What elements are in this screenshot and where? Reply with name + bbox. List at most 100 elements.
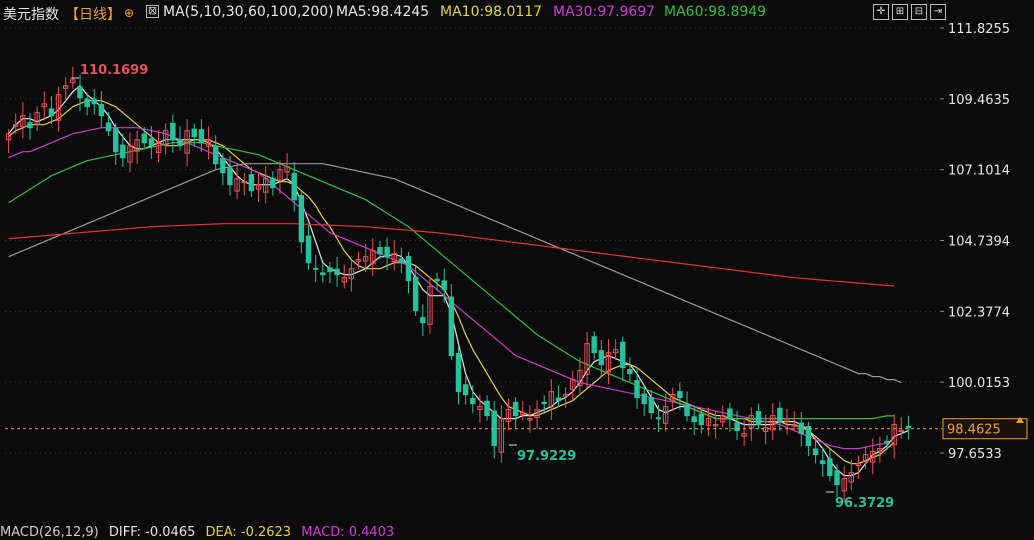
zoom-in-icon[interactable]: ⊞ — [892, 4, 908, 20]
y-axis: 111.8255 109.4635 107.1014 104.7394 102.3774… — [940, 22, 1010, 462]
crosshair-icon[interactable]: ✛ — [873, 4, 889, 20]
candle — [227, 155, 233, 196]
candle — [527, 405, 533, 433]
candle-body — [827, 458, 833, 477]
candle-body — [384, 246, 390, 258]
candle-body — [262, 178, 269, 193]
toolbar: ✛ ⊞ ⊟ ⇥ — [873, 4, 946, 20]
candle — [512, 397, 519, 429]
candle-body — [570, 379, 576, 390]
candle — [884, 435, 890, 451]
zoom-out-icon[interactable]: ⊟ — [911, 4, 927, 20]
candle — [112, 123, 119, 165]
candle-body — [55, 94, 62, 121]
candle — [220, 153, 226, 186]
candle-body — [670, 394, 676, 401]
indicator-settings-icon[interactable]: ⊠ — [146, 4, 159, 18]
add-indicator-icon[interactable]: ⊕ — [124, 6, 135, 20]
candle-body — [212, 145, 219, 165]
candle-body — [462, 384, 469, 396]
candle-body — [234, 178, 240, 192]
candle-body — [812, 448, 819, 456]
candle-body — [227, 167, 233, 186]
candle-body — [284, 166, 290, 173]
candle-body — [477, 406, 483, 410]
candle — [277, 160, 283, 194]
y-tick-label: 100.0153 — [948, 376, 1010, 391]
ma10-value: MA10:98.0117 — [440, 4, 543, 20]
candle — [162, 123, 169, 155]
candle — [334, 257, 340, 287]
candle — [20, 102, 26, 139]
candle — [27, 112, 33, 140]
candle — [184, 118, 190, 167]
candle — [477, 394, 483, 423]
candle — [562, 387, 569, 409]
scroll-right-icon[interactable]: ⇥ — [930, 4, 946, 20]
candle — [141, 126, 147, 148]
candle — [212, 135, 219, 170]
diff-value: DIFF: -0.0465 — [108, 525, 196, 540]
candle-body — [820, 460, 826, 465]
candle — [77, 74, 83, 112]
candle — [712, 411, 719, 439]
candle-body — [434, 278, 440, 282]
candle — [705, 407, 712, 436]
candle-body — [448, 296, 455, 357]
candle — [648, 390, 655, 420]
candle-body — [612, 349, 619, 354]
candle — [262, 166, 269, 204]
candle-body — [427, 286, 433, 325]
macd-params: MACD(26,12,9) — [0, 525, 99, 540]
candle — [270, 171, 276, 196]
candle-body — [834, 470, 840, 486]
candle-body — [270, 177, 276, 189]
candle — [784, 408, 790, 435]
candle-body — [562, 394, 569, 397]
period-label[interactable]: 【日线】 — [65, 7, 121, 23]
candle-body — [598, 350, 605, 366]
candle-body — [205, 139, 212, 147]
candle-body — [98, 104, 105, 117]
candle-body — [470, 398, 476, 405]
candle-body — [27, 122, 33, 129]
candle-body — [748, 415, 755, 429]
candle-body — [720, 415, 726, 423]
candle-body — [62, 85, 69, 89]
candle-body — [420, 317, 426, 324]
candle — [584, 331, 590, 388]
candle — [541, 395, 547, 412]
y-tick-label: 107.1014 — [948, 164, 1010, 179]
candle — [620, 336, 626, 382]
candle — [498, 405, 505, 463]
candle-body — [770, 415, 776, 431]
candle-body — [634, 380, 640, 399]
candle — [684, 391, 690, 422]
y-tick-label: 111.8255 — [948, 22, 1010, 37]
candle-body — [170, 122, 176, 141]
candle-body — [348, 268, 355, 279]
candle — [748, 407, 755, 441]
ma-parameters[interactable]: MA(5,10,30,60,100,200) — [163, 4, 334, 20]
candle — [48, 95, 55, 124]
candle-body — [34, 112, 40, 125]
candle-body — [541, 401, 547, 405]
annotation-label: 96.3729 — [835, 496, 894, 511]
candle — [412, 265, 419, 316]
candle-body — [148, 138, 155, 147]
candle — [434, 272, 440, 291]
candle — [677, 382, 683, 411]
candle — [105, 112, 112, 137]
candle — [862, 446, 869, 469]
candle-body — [220, 158, 226, 174]
ma-line-ma10 — [8, 100, 895, 465]
candle — [391, 240, 397, 271]
candle — [298, 190, 305, 254]
candle-body — [520, 412, 526, 416]
candle — [41, 91, 47, 121]
candle — [320, 262, 326, 283]
candle — [398, 247, 405, 274]
candle — [191, 123, 197, 148]
candle-body — [841, 478, 847, 492]
candle-body — [184, 130, 190, 154]
